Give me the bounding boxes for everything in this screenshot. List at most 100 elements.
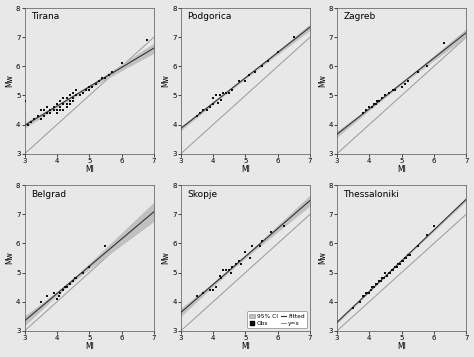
- Point: [200, 290, 207, 296]
- X-axis label: Ml: Ml: [85, 165, 94, 174]
- Point: [210, 101, 217, 107]
- Point: [79, 90, 87, 95]
- Point: [30, 116, 38, 122]
- Legend: 95% CI, Obs, Fitted, y=x: 95% CI, Obs, Fitted, y=x: [247, 311, 307, 328]
- Point: [226, 90, 233, 95]
- Point: [53, 107, 61, 113]
- Point: [63, 104, 71, 110]
- Point: [44, 104, 51, 110]
- Point: [210, 96, 217, 101]
- Point: [359, 293, 366, 299]
- X-axis label: Ml: Ml: [397, 342, 406, 351]
- Point: [396, 261, 404, 267]
- Point: [378, 96, 386, 101]
- Point: [369, 104, 376, 110]
- Point: [56, 104, 64, 110]
- Point: [37, 107, 45, 113]
- Point: [222, 90, 230, 95]
- Point: [21, 99, 28, 104]
- Point: [361, 293, 368, 299]
- Point: [390, 267, 397, 272]
- Point: [53, 296, 61, 302]
- Point: [383, 273, 391, 278]
- Point: [362, 290, 370, 296]
- X-axis label: Ml: Ml: [241, 165, 250, 174]
- Point: [218, 97, 225, 103]
- Y-axis label: Mw: Mw: [6, 75, 15, 87]
- Point: [79, 270, 87, 276]
- Point: [63, 284, 71, 290]
- Point: [34, 113, 41, 119]
- Y-axis label: Mw: Mw: [6, 252, 15, 265]
- Point: [370, 284, 378, 290]
- Point: [56, 99, 64, 104]
- Text: Podgorica: Podgorica: [187, 12, 232, 21]
- Point: [365, 104, 373, 110]
- Point: [60, 107, 67, 113]
- Point: [206, 104, 214, 110]
- Point: [251, 69, 259, 75]
- Point: [40, 107, 48, 113]
- Point: [388, 267, 396, 272]
- Point: [232, 261, 239, 267]
- Point: [63, 101, 71, 107]
- Point: [374, 281, 381, 287]
- Point: [398, 84, 405, 90]
- Point: [46, 110, 54, 116]
- Point: [424, 232, 431, 237]
- Point: [401, 255, 409, 261]
- Point: [392, 264, 399, 270]
- Point: [369, 284, 376, 290]
- Point: [362, 107, 370, 113]
- Point: [56, 290, 64, 296]
- Point: [440, 40, 447, 46]
- Point: [235, 258, 243, 264]
- Point: [85, 84, 93, 90]
- Point: [216, 92, 223, 98]
- X-axis label: Ml: Ml: [397, 165, 406, 174]
- Point: [66, 92, 73, 98]
- Point: [203, 107, 210, 113]
- Point: [216, 273, 223, 278]
- Point: [385, 90, 392, 95]
- Point: [55, 293, 63, 299]
- Point: [206, 287, 214, 293]
- Point: [219, 267, 227, 272]
- Point: [380, 276, 388, 281]
- Point: [390, 87, 397, 92]
- Point: [101, 243, 109, 249]
- Point: [242, 78, 249, 84]
- Point: [144, 37, 151, 43]
- Point: [414, 69, 421, 75]
- Point: [242, 249, 249, 255]
- Point: [246, 255, 254, 261]
- X-axis label: Ml: Ml: [85, 342, 94, 351]
- Point: [69, 278, 77, 284]
- Point: [196, 110, 204, 116]
- Point: [375, 278, 383, 284]
- Point: [53, 110, 61, 116]
- Point: [66, 101, 73, 107]
- Point: [248, 243, 255, 249]
- Point: [82, 87, 90, 92]
- Point: [92, 81, 100, 87]
- Point: [60, 96, 67, 101]
- Text: Skopje: Skopje: [187, 190, 218, 198]
- Point: [44, 293, 51, 299]
- Point: [398, 258, 405, 264]
- Point: [258, 64, 265, 69]
- Point: [61, 284, 69, 290]
- Text: Tirana: Tirana: [31, 12, 59, 21]
- Y-axis label: Mw: Mw: [162, 75, 171, 87]
- Point: [393, 264, 401, 270]
- Point: [27, 119, 35, 125]
- Point: [226, 267, 233, 272]
- Point: [118, 61, 125, 66]
- Point: [219, 90, 227, 95]
- Point: [210, 287, 217, 293]
- Point: [406, 252, 413, 258]
- Point: [69, 96, 77, 101]
- Point: [267, 229, 275, 235]
- Point: [349, 305, 357, 311]
- Point: [85, 87, 93, 92]
